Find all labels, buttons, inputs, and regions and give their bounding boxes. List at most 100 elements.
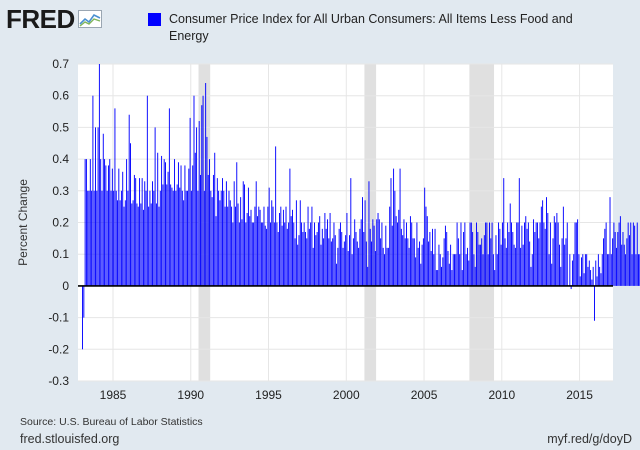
- bar: [597, 254, 599, 286]
- bar: [148, 206, 150, 286]
- y-tick-label: 0.2: [52, 216, 69, 230]
- y-tick-label: 0.5: [52, 120, 69, 134]
- bar: [115, 190, 117, 286]
- bar: [155, 203, 157, 286]
- bar: [212, 174, 214, 286]
- bar: [209, 159, 211, 286]
- bar: [113, 190, 115, 286]
- bar: [594, 285, 595, 321]
- bar: [416, 222, 418, 286]
- bar: [525, 216, 527, 286]
- bar: [560, 266, 562, 286]
- bar: [364, 200, 366, 286]
- bar: [367, 266, 369, 286]
- bar: [380, 238, 382, 286]
- bar: [592, 266, 594, 286]
- bar: [569, 254, 571, 286]
- bar: [417, 247, 419, 286]
- bar: [533, 219, 535, 286]
- bar: [402, 235, 404, 286]
- bar: [250, 209, 252, 286]
- bar: [242, 181, 244, 286]
- bar: [176, 184, 178, 286]
- bar: [494, 270, 496, 286]
- bar: [132, 200, 134, 286]
- bar: [590, 270, 592, 286]
- bar: [461, 270, 463, 286]
- y-tick-label: 0.4: [52, 152, 69, 166]
- short-url-link[interactable]: myf.red/g/doyD: [547, 432, 632, 446]
- bar: [500, 244, 502, 286]
- bar: [470, 222, 472, 286]
- bar: [301, 222, 303, 286]
- bar: [479, 244, 481, 286]
- bar: [522, 244, 524, 286]
- bar: [448, 263, 450, 286]
- bar: [245, 222, 247, 286]
- bar: [130, 143, 131, 286]
- bar: [481, 238, 483, 286]
- bar: [603, 238, 605, 286]
- bar: [503, 178, 505, 286]
- bar: [218, 190, 220, 286]
- bar: [345, 235, 347, 286]
- fred-logo-text: FRED: [6, 4, 75, 34]
- bar: [489, 222, 490, 286]
- bar: [196, 127, 198, 286]
- bar: [211, 197, 213, 286]
- bar: [614, 232, 616, 286]
- bar: [166, 184, 168, 286]
- bar: [574, 222, 576, 286]
- bar: [552, 238, 554, 286]
- bar: [341, 232, 343, 286]
- bar: [628, 235, 630, 286]
- bar: [188, 168, 190, 286]
- bar: [277, 232, 279, 286]
- bar: [316, 232, 318, 286]
- bar: [253, 222, 255, 286]
- bar: [490, 238, 492, 286]
- bar: [457, 238, 459, 286]
- bar: [317, 222, 319, 286]
- bar: [114, 108, 116, 286]
- bar: [336, 263, 338, 286]
- bar: [409, 216, 411, 286]
- bar: [299, 200, 301, 286]
- bar: [119, 200, 121, 286]
- bar: [104, 159, 106, 286]
- bar: [140, 203, 142, 286]
- bar: [407, 238, 409, 286]
- bar: [284, 222, 286, 286]
- bar: [262, 222, 264, 286]
- bar: [228, 190, 230, 286]
- bar: [351, 254, 353, 286]
- bar: [354, 219, 356, 286]
- bar: [337, 247, 339, 286]
- bar: [356, 241, 358, 286]
- bar: [110, 190, 112, 286]
- bar: [198, 121, 200, 286]
- bar: [450, 244, 452, 286]
- site-link[interactable]: fred.stlouisfed.org: [20, 432, 120, 446]
- bar: [495, 235, 497, 286]
- bar: [106, 190, 108, 286]
- bar: [421, 244, 423, 286]
- bar: [294, 238, 296, 286]
- bar: [338, 228, 340, 286]
- bar: [100, 159, 102, 286]
- bar: [275, 146, 277, 286]
- bar: [109, 159, 111, 286]
- bar: [606, 254, 608, 286]
- bar: [634, 225, 636, 286]
- bar: [184, 165, 186, 286]
- bar: [538, 238, 540, 286]
- bar: [512, 232, 514, 286]
- bar: [332, 238, 334, 286]
- bar: [174, 159, 176, 286]
- bar: [422, 238, 424, 286]
- bar: [190, 190, 192, 286]
- bar: [411, 222, 413, 286]
- bar: [601, 254, 603, 286]
- bar: [505, 247, 507, 286]
